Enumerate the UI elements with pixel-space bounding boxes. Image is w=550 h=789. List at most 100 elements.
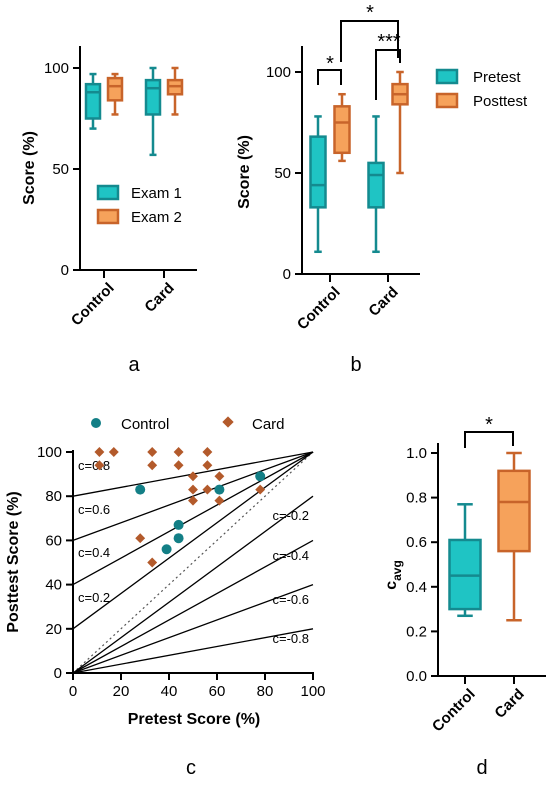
panel-b-legend-swatch-posttest <box>435 92 459 109</box>
panel-c-line-7 <box>72 628 314 674</box>
panel-c-legend-marker-control <box>91 418 101 428</box>
panel-b-legend-posttest: Posttest <box>473 93 528 110</box>
panel-a-ylabel: Score (%) <box>21 131 38 205</box>
panel-c-card-point <box>188 495 198 506</box>
panel-a-xlabel-control: Control <box>68 280 118 330</box>
panel-c-xtick-label-0: 0 <box>69 683 77 700</box>
panel-c-card-point <box>94 447 105 457</box>
panel-d-card-box <box>497 469 531 553</box>
panel-c-control-point <box>161 544 172 555</box>
panel-a-label: a <box>128 354 140 376</box>
panel-c-card-point <box>188 484 198 495</box>
panel-d: cavg 0.0 0.2 0.4 0.6 0.8 1.0 Control Card * d <box>383 414 546 779</box>
panel-d-ytick-label-0: 0.0 <box>406 668 427 685</box>
panel-a: Score (%) 0 50 100 Control Card Exam 1 Exa… <box>21 46 197 376</box>
panel-b-y-ticks: 0 50 100 <box>266 64 302 283</box>
panel-c-card-point <box>135 533 146 544</box>
panel-c-line-3 <box>72 451 314 630</box>
panel-a-xlabel-card: Card <box>141 280 177 316</box>
panel-c-line-label-5: c=-0.4 <box>273 548 310 563</box>
panel-d-ylabel-main: c <box>383 581 400 590</box>
panel-c-control-point <box>173 519 184 530</box>
panel-a-ytick-label-2: 100 <box>44 60 69 77</box>
panel-d-label: d <box>476 757 487 779</box>
panel-b-card-pretest-box <box>367 161 385 209</box>
panel-c-line-6 <box>72 583 314 674</box>
panel-c-legend-marker-card <box>222 416 234 428</box>
panel-b-label: b <box>350 354 361 376</box>
panel-c-line-label-3: c=0.2 <box>78 590 110 605</box>
panel-b-control-posttest-box <box>333 105 351 155</box>
panel-c-card-point <box>202 447 213 457</box>
panel-a-ytick-label-1: 50 <box>52 161 69 178</box>
panel-d-ytick-label-4: 0.8 <box>406 490 427 507</box>
panel-d-ytick-label-3: 0.6 <box>406 534 427 551</box>
panel-c-ytick-label-1: 20 <box>45 621 62 638</box>
panel-c-control-point <box>135 484 146 495</box>
panel-c-legend-control: Control <box>121 416 169 433</box>
panel-c-line-c0 <box>72 451 314 674</box>
panel-d-y-ticks: 0.0 0.2 0.4 0.6 0.8 1.0 <box>406 445 438 685</box>
panel-d-ylabel-sub: avg <box>390 560 404 581</box>
panel-b-sig-between: * <box>366 2 374 24</box>
panel-b-ytick-label-2: 100 <box>266 64 291 81</box>
panel-c-line-label-6: c=-0.6 <box>273 592 310 607</box>
panel-a-control-exam2-box <box>106 76 124 102</box>
panel-b-sig-bracket-between <box>340 20 399 62</box>
panel-a-card-exam1-box <box>144 78 162 116</box>
panel-c-xtick-label-4: 80 <box>257 683 274 700</box>
panel-b: Score (%) 0 50 100 Control Card * * *** Pr… <box>236 2 528 376</box>
panel-b-ylabel: Score (%) <box>236 135 253 209</box>
panel-c-xtick-label-5: 100 <box>300 683 325 700</box>
panel-c-legend-card: Card <box>252 416 285 433</box>
panel-b-ytick-label-0: 0 <box>283 266 291 283</box>
panel-c-card-point <box>202 484 213 495</box>
panel-c-card-point <box>202 460 213 471</box>
panel-d-ytick-label-1: 0.2 <box>406 623 427 640</box>
panel-c-card-point <box>147 460 158 471</box>
panel-c-label: c <box>186 757 196 779</box>
panel-c-line-label-0: c=0.8 <box>78 458 110 473</box>
panel-c-card-point <box>255 484 266 495</box>
panel-b-xlabel-control: Control <box>294 284 344 334</box>
panel-b-control-pretest-box <box>309 135 327 209</box>
panel-c-line-2 <box>72 451 314 586</box>
panel-c-xlabel: Pretest Score (%) <box>128 711 261 728</box>
panel-c-reference-lines: c=0.8 c=0.6 c=0.4 c=0.2 c=-0.2 c=-0.4 c=-0.6 c=… <box>72 451 314 674</box>
panel-c-ytick-label-0: 0 <box>54 665 62 682</box>
panel-b-xlabel-card: Card <box>365 284 401 320</box>
panel-a-boxes <box>84 66 184 157</box>
panel-c-card-point <box>108 447 119 457</box>
panel-c-line-label-4: c=-0.2 <box>273 508 310 523</box>
panel-c: Posttest Score (%) Pretest Score (%) c=0… <box>5 416 326 779</box>
panel-b-sig-bracket-control <box>317 69 342 85</box>
panel-c-ytick-label-5: 100 <box>37 444 62 461</box>
panel-c-line-label-2: c=0.4 <box>78 545 110 560</box>
panel-c-xtick-label-1: 20 <box>113 683 130 700</box>
panel-b-legend-swatch-pretest <box>435 68 459 85</box>
panel-a-ytick-label-0: 0 <box>61 262 69 279</box>
panel-c-card-point <box>173 460 184 471</box>
panel-b-legend-pretest: Pretest <box>473 69 521 86</box>
panel-c-ticks: 0 20 40 60 80 100 0 20 40 60 80 100 <box>37 444 326 700</box>
panel-c-card-point <box>173 447 184 457</box>
panel-c-card-point <box>147 557 158 568</box>
panel-d-ylabel: cavg <box>383 560 404 590</box>
panel-a-legend-swatch-exam2 <box>96 208 120 225</box>
panel-c-card-point <box>214 495 225 506</box>
panel-b-ytick-label-1: 50 <box>274 165 291 182</box>
panel-d-xlabel-control: Control <box>429 686 479 736</box>
panel-d-xlabel-card: Card <box>491 686 527 722</box>
panel-a-legend-exam1: Exam 1 <box>131 185 182 202</box>
panel-c-control-point <box>255 471 266 482</box>
panel-c-line-4 <box>72 495 314 674</box>
panel-c-card-point <box>188 471 198 482</box>
panel-b-sig-bracket-card <box>375 49 401 100</box>
panel-d-boxes <box>448 451 531 622</box>
panel-a-control-exam1-box <box>84 82 102 120</box>
panel-b-sig-control: * <box>326 53 334 75</box>
panel-c-card-point <box>214 471 225 482</box>
panel-d-sig: * <box>485 414 493 436</box>
panel-a-y-ticks: 0 50 100 <box>44 60 80 279</box>
